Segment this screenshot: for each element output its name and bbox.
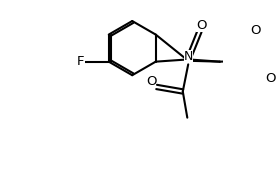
Text: N: N [183,50,193,63]
Text: O: O [146,75,157,88]
Text: O: O [265,72,276,85]
Text: O: O [250,24,261,37]
Text: O: O [196,20,207,33]
Text: F: F [77,55,85,68]
